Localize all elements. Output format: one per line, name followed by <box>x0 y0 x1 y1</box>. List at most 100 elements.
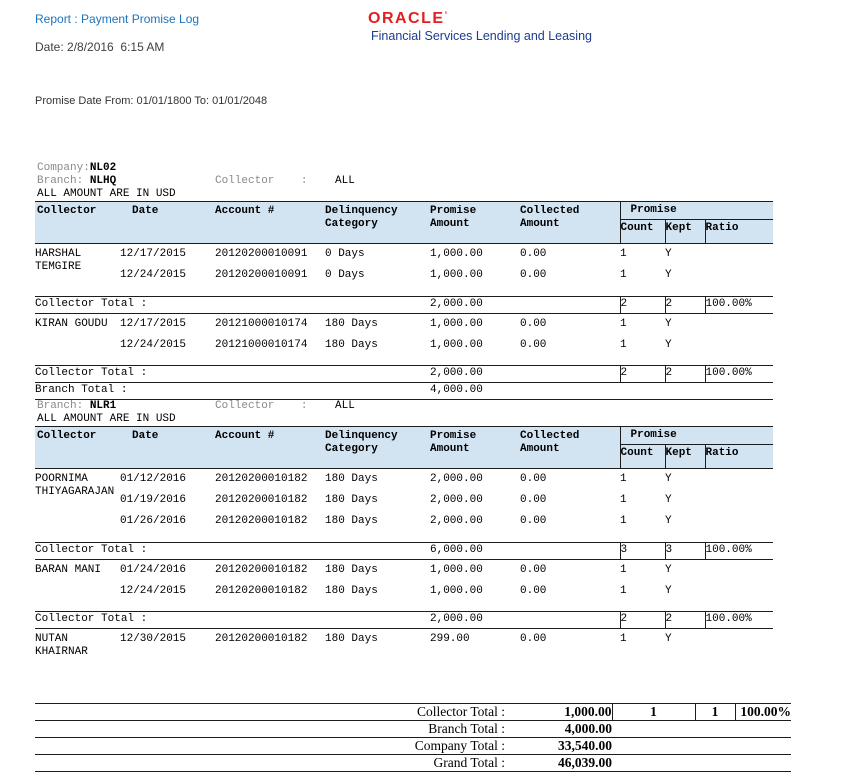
collector-filter-label: Collector : <box>215 175 308 187</box>
cell-collected-amount: 0.00 <box>520 515 547 527</box>
bottom-company-total-label: Company Total : <box>35 737 505 755</box>
collector-total-ratio: 100.00% <box>704 365 773 383</box>
cell-kept: Y <box>665 338 672 351</box>
cell-ratio <box>705 490 773 511</box>
col-header-collector: Collector <box>35 426 120 469</box>
promise-row: 01/19/2016 20120200010182 180 Days 2,000.00… <box>35 490 773 511</box>
promise-table: Collector Date Account # Delinquency Categor… <box>35 201 773 400</box>
promise-row: 01/26/2016 20120200010182 180 Days 2,000.00… <box>35 511 773 532</box>
spacer-row <box>35 356 773 366</box>
col-header-ratio: Ratio <box>704 444 773 469</box>
collector-total-amount: 2,000.00 <box>430 365 520 383</box>
cell-date: 01/12/2016 <box>120 473 187 485</box>
cell-count: 1 <box>620 248 627 260</box>
table-subheader-row: Count Kept Ratio <box>35 219 773 244</box>
promise-row: 12/24/2015 20120200010182 180 Days 1,000.00… <box>35 581 773 602</box>
cell-account: 20120200010182 <box>215 633 308 645</box>
cell-account: 20120200010091 <box>215 248 308 260</box>
cell-account: 20120200010182 <box>215 473 308 485</box>
cell-collected-amount: 0.00 <box>520 269 547 281</box>
cell-account: 20120200010182 <box>215 563 308 576</box>
col-header-account: Account # <box>215 201 325 244</box>
cell-promise-amount: 1,000.00 <box>430 269 483 281</box>
bottom-collector-total-count: 1 <box>611 703 695 721</box>
col-header-count: Count <box>619 444 665 469</box>
cell-collected-amount: 0.00 <box>520 338 547 351</box>
cell-ratio <box>705 244 773 266</box>
cell-delinquency: 180 Days <box>325 338 378 351</box>
company-line: Company:NL02 <box>35 162 795 175</box>
bottom-branch-total-row: Branch Total :4,000.00 <box>35 720 791 738</box>
collector-total-count: 2 <box>619 611 665 629</box>
col-header-delinquency: Delinquency Category <box>325 426 430 469</box>
cell-kept: Y <box>665 633 672 645</box>
col-header-delinquency: Delinquency Category <box>325 201 430 244</box>
cell-ratio <box>705 313 773 335</box>
collector-total-count: 2 <box>619 365 665 383</box>
col-header-promise-group: Promise <box>619 201 773 220</box>
collector-total-count: 3 <box>619 541 665 560</box>
cell-date: 12/24/2015 <box>120 338 187 351</box>
amount-note: ALL AMOUNT ARE IN USD <box>37 188 176 200</box>
cell-account: 20120200010091 <box>215 269 308 281</box>
cell-promise-amount: 1,000.00 <box>430 317 483 330</box>
col-header-account: Account # <box>215 426 325 469</box>
cell-date: 12/30/2015 <box>120 633 187 645</box>
collector-total-ratio: 100.00% <box>704 295 773 314</box>
cell-delinquency: 180 Days <box>325 633 378 645</box>
bottom-branch-total-amount: 4,000.00 <box>505 720 612 738</box>
cell-count: 1 <box>620 473 627 485</box>
collector-total-row: Collector Total :2,000.00 2 2 100.00% <box>35 365 773 383</box>
collector-name: HARSHAL TEMGIRE <box>35 248 82 273</box>
branch-total-label: Branch Total : <box>35 382 430 400</box>
cell-date: 12/24/2015 <box>120 269 187 281</box>
col-header-promise-amount: Promise Amount <box>430 201 520 244</box>
cell-promise-amount: 1,000.00 <box>430 338 483 351</box>
cell-count: 1 <box>620 633 627 645</box>
cell-collected-amount: 0.00 <box>520 317 547 330</box>
cell-count: 1 <box>620 338 627 351</box>
collector-total-kept: 2 <box>664 611 705 629</box>
collector-total-ratio: 100.00% <box>704 611 773 629</box>
branch-label: Branch: <box>37 400 90 412</box>
grand-totals: Collector Total :1,000.00 1 1 100.00% Branch… <box>35 703 795 772</box>
col-header-date: Date <box>120 201 215 244</box>
collector-total-label: Collector Total : <box>35 365 430 383</box>
cell-date: 01/24/2016 <box>120 563 187 576</box>
cell-date: 01/26/2016 <box>120 515 187 527</box>
collector-total-kept: 2 <box>664 365 705 383</box>
cell-delinquency: 180 Days <box>325 515 378 527</box>
branch-value: NLR1 <box>89 400 117 412</box>
cell-collected-amount: 0.00 <box>520 633 547 645</box>
collector-total-row: Collector Total :6,000.00 3 3 100.00% <box>35 541 773 560</box>
cell-date: 12/24/2015 <box>120 584 187 597</box>
cell-delinquency: 180 Days <box>325 317 378 330</box>
cell-collected-amount: 0.00 <box>520 494 547 506</box>
col-header-collected-amount: Collected Amount <box>520 201 620 244</box>
col-header-promise-group: Promise <box>619 426 773 445</box>
collector-total-label: Collector Total : <box>35 295 430 314</box>
bottom-branch-total-label: Branch Total : <box>35 720 505 738</box>
cell-ratio <box>705 469 773 491</box>
cell-delinquency: 180 Days <box>325 584 378 597</box>
report-date: Date: 2/8/2016 6:15 AM <box>35 40 165 54</box>
cell-collected-amount: 0.00 <box>520 563 547 576</box>
branch-total-amount: 4,000.00 <box>430 382 520 400</box>
spacer-row <box>35 532 773 542</box>
branch-line: Branch: NLR1 Collector : ALL <box>35 400 795 413</box>
cell-count: 1 <box>620 317 627 330</box>
report-title: Report : Payment Promise Log <box>35 12 200 26</box>
cell-collected-amount: 0.00 <box>520 473 547 485</box>
amount-note: ALL AMOUNT ARE IN USD <box>37 413 176 425</box>
promise-row: BARAN MANI 01/24/2016 20120200010182 180 Da… <box>35 559 773 581</box>
cell-account: 20121000010174 <box>215 317 308 330</box>
cell-delinquency: 180 Days <box>325 473 378 485</box>
cell-account: 20120200010182 <box>215 515 308 527</box>
cell-kept: Y <box>665 515 672 527</box>
cell-collected-amount: 0.00 <box>520 248 547 260</box>
table-header-row: Collector Date Account # Delinquency Categor… <box>35 426 773 469</box>
collector-total-kept: 2 <box>664 295 705 314</box>
oracle-registered-mark-icon: ’ <box>444 10 448 20</box>
table-header-row: Collector Date Account # Delinquency Categor… <box>35 201 773 244</box>
report-sections: Company:NL02 Branch: NLHQ Collector : ALL AL… <box>35 162 795 663</box>
